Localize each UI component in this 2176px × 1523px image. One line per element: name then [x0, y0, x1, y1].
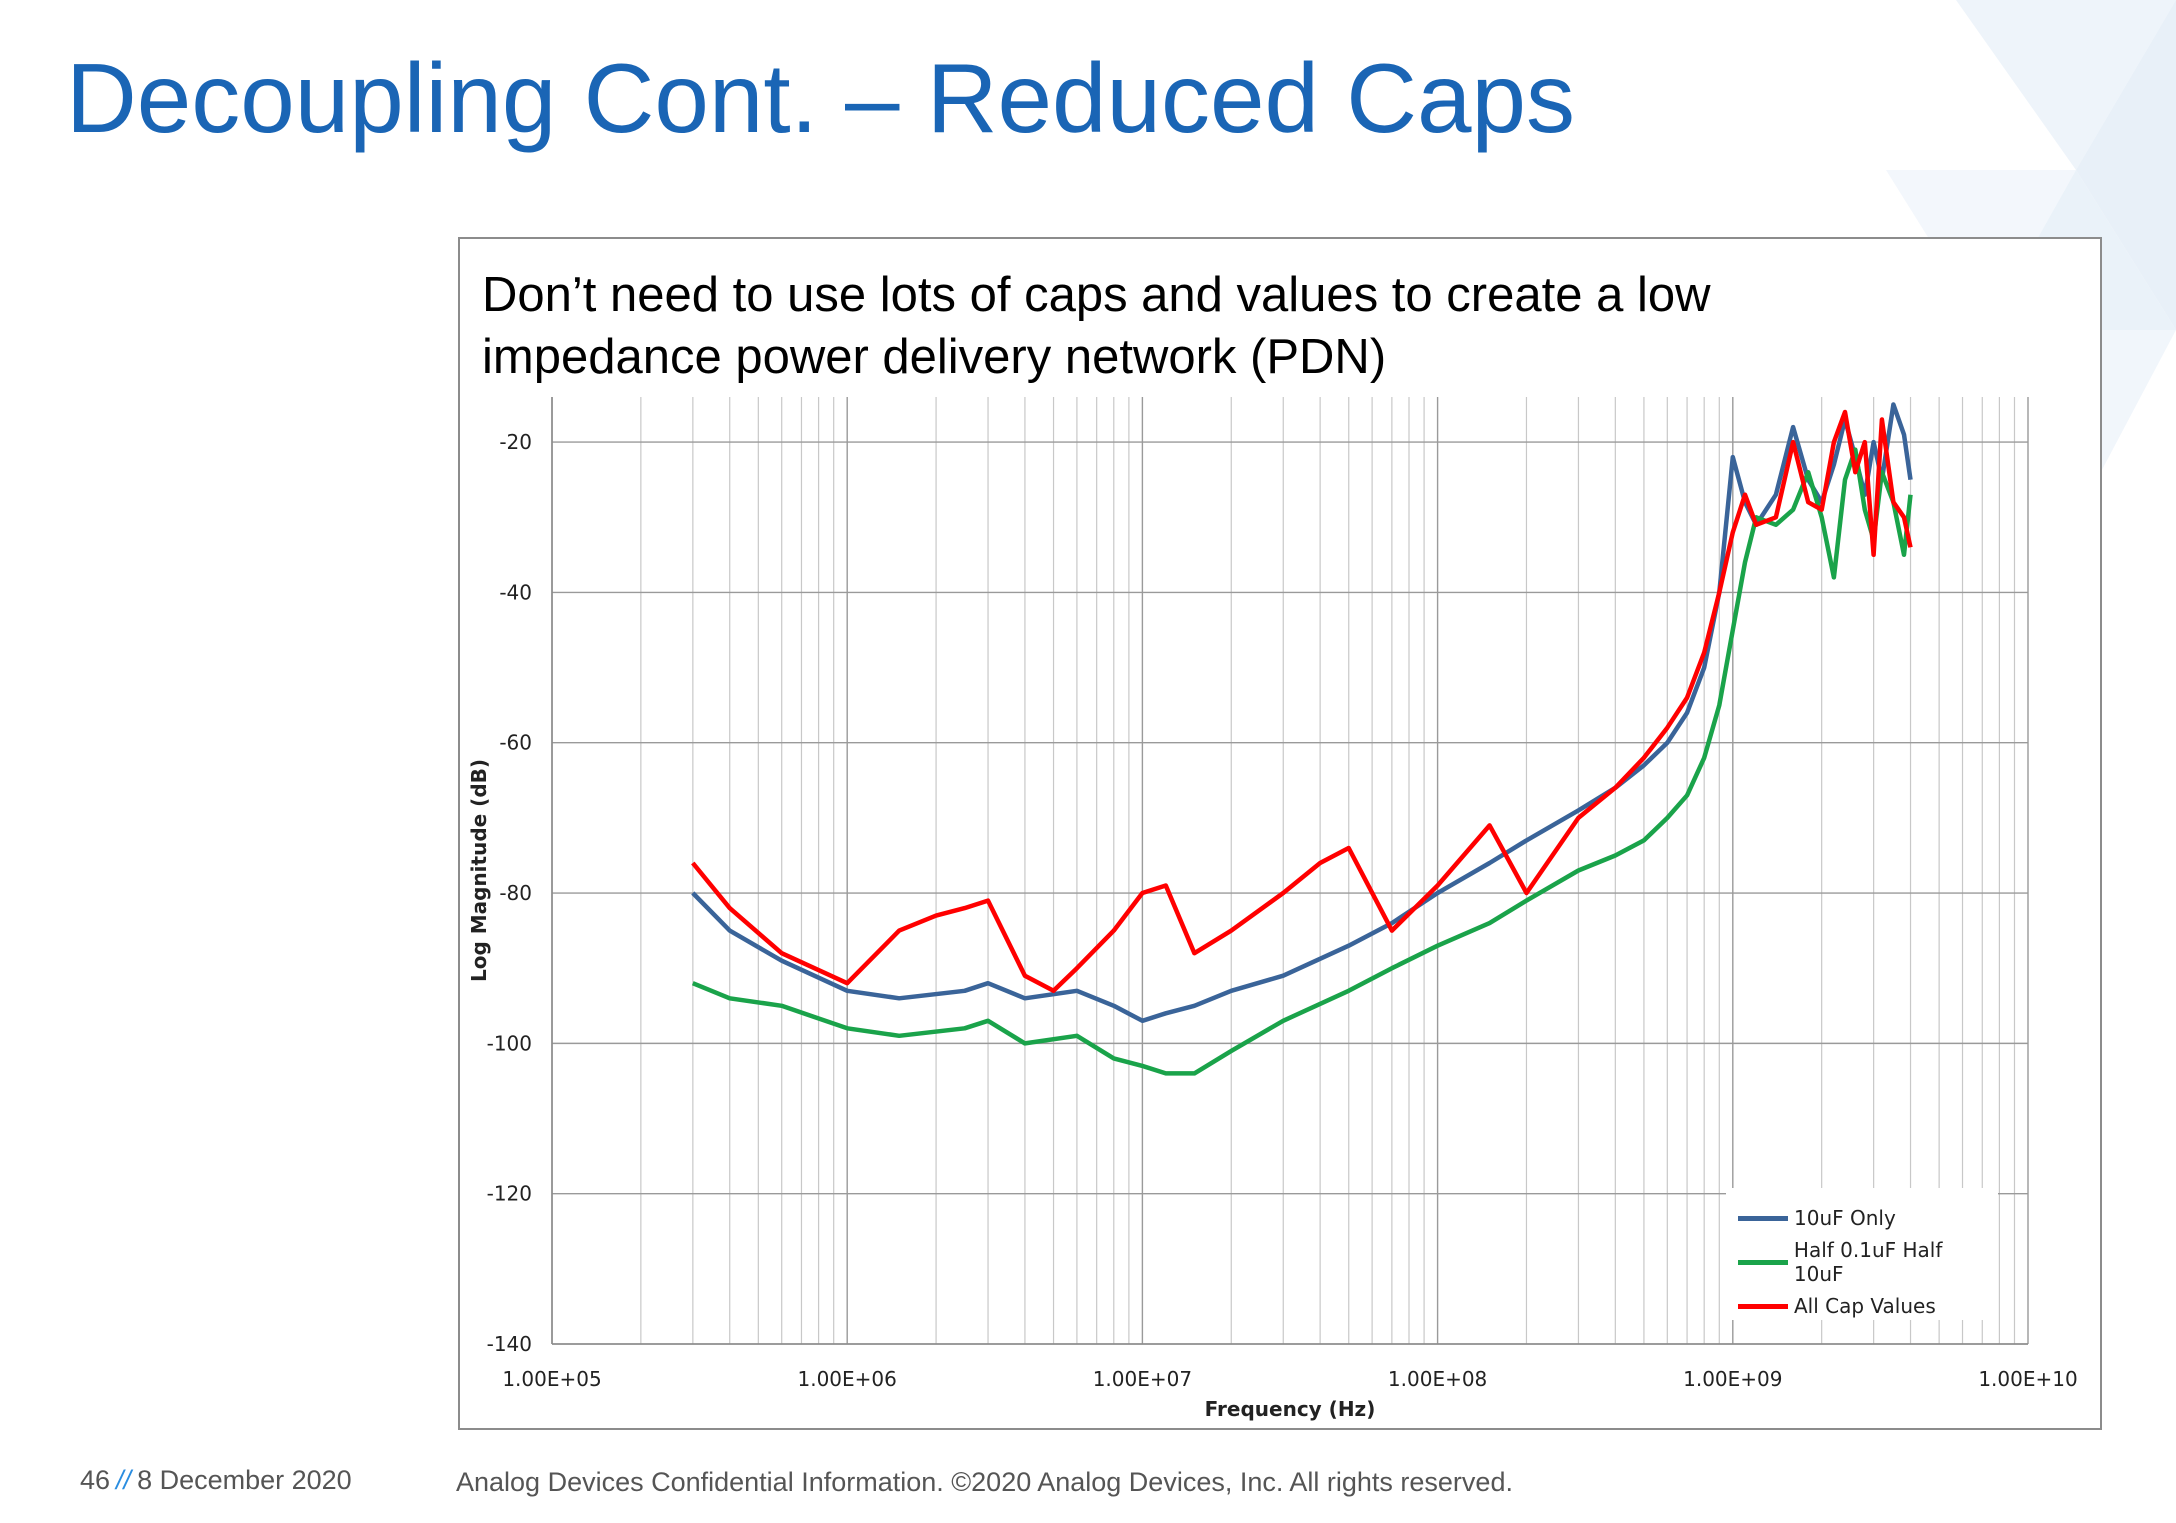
y-tick-label: -140: [487, 1332, 532, 1356]
chart-note: Don’t need to use lots of caps and value…: [480, 262, 1728, 394]
series-line-1: [691, 447, 1913, 1076]
footer-date: 8 December 2020: [137, 1465, 352, 1495]
grid-lines: [551, 397, 2029, 1345]
y-tick-label: -80: [499, 881, 532, 905]
legend-item-all-caps: All Cap Values: [1738, 1292, 1936, 1320]
x-tick-label: 1.00E+10: [1978, 1367, 2077, 1391]
x-tick-label: 1.00E+09: [1683, 1367, 1782, 1391]
y-tick-label: -60: [499, 731, 532, 755]
axis-labels: -20 -40 -60 -80 -100 -120 -140 1.00E+05 1.00E+06…: [467, 430, 2078, 1421]
series-lines: [691, 402, 1913, 1076]
y-axis-title: Log Magnitude (dB): [467, 759, 491, 982]
legend-swatch: [1738, 1259, 1788, 1265]
series-line-0: [691, 402, 1913, 1024]
legend-swatch: [1738, 1215, 1788, 1221]
x-tick-label: 1.00E+07: [1093, 1367, 1192, 1391]
footer-separator: //: [116, 1465, 132, 1495]
y-tick-label: -20: [499, 430, 532, 454]
footer-page-info: 46//8 December 2020: [80, 1465, 352, 1496]
impedance-chart: -20 -40 -60 -80 -100 -120 -140 1.00E+05 1.00E+06…: [467, 397, 2078, 1421]
slide-title: Decoupling Cont. – Reduced Caps: [66, 43, 1576, 153]
x-tick-label: 1.00E+08: [1388, 1367, 1487, 1391]
legend-label: 10uF Only: [1794, 1206, 1896, 1230]
x-tick-label: 1.00E+06: [798, 1367, 897, 1391]
legend-label: Half 0.1uF Half 10uF: [1793, 1238, 1943, 1286]
x-axis-title: Frequency (Hz): [1205, 1397, 1376, 1421]
legend-swatch: [1738, 1303, 1788, 1309]
legend-item-10uf-only: 10uF Only: [1738, 1204, 1896, 1232]
x-tick-label: 1.00E+05: [502, 1367, 601, 1391]
y-tick-label: -120: [487, 1182, 532, 1206]
chart-legend: 10uF Only Half 0.1uF Half 10uF All Cap V…: [1726, 1188, 1998, 1320]
page-number: 46: [80, 1465, 111, 1495]
footer-confidential: Analog Devices Confidential Information.…: [456, 1467, 1513, 1497]
legend-label: All Cap Values: [1794, 1294, 1936, 1318]
legend-item-half-caps: Half 0.1uF Half 10uF: [1738, 1238, 1998, 1286]
y-tick-label: -100: [487, 1031, 532, 1055]
y-tick-label: -40: [499, 580, 532, 604]
series-line-2: [691, 409, 1913, 994]
